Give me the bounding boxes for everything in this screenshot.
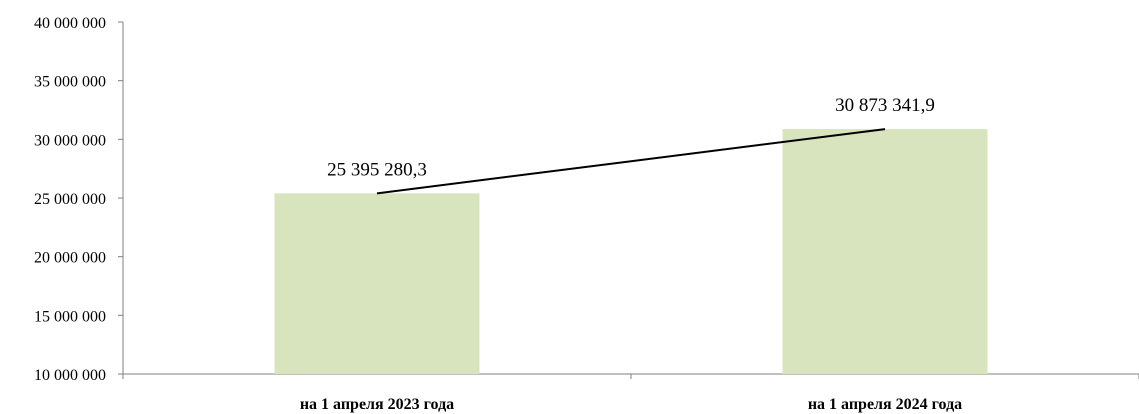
x-category-label: на 1 апреля 2023 года: [300, 396, 454, 413]
y-tick-label: 40 000 000: [34, 15, 106, 32]
y-tick-label: 35 000 000: [34, 74, 106, 91]
trend-line-layer: [376, 128, 886, 195]
data-label: 25 395 280,3: [327, 159, 427, 180]
y-tick-label: 15 000 000: [34, 308, 106, 325]
y-tick-label: 10 000 000: [34, 367, 106, 384]
y-tick-label: 25 000 000: [34, 191, 106, 208]
data-label: 30 873 341,9: [835, 95, 935, 116]
x-axis: на 1 апреля 2023 года на 1 апреля 2024 го…: [122, 373, 1139, 413]
bars: [274, 129, 988, 374]
y-tick-label: 20 000 000: [34, 250, 106, 267]
bar: [274, 193, 480, 374]
trend-line: [376, 128, 886, 195]
y-axis: 10 000 000 15 000 000 20 000 000 25 000 000…: [34, 15, 124, 384]
y-tick-label: 30 000 000: [34, 132, 106, 149]
data-labels: 25 395 280,3 30 873 341,9: [327, 95, 935, 180]
bar: [782, 129, 988, 374]
x-category-label: на 1 апреля 2024 года: [808, 396, 962, 413]
